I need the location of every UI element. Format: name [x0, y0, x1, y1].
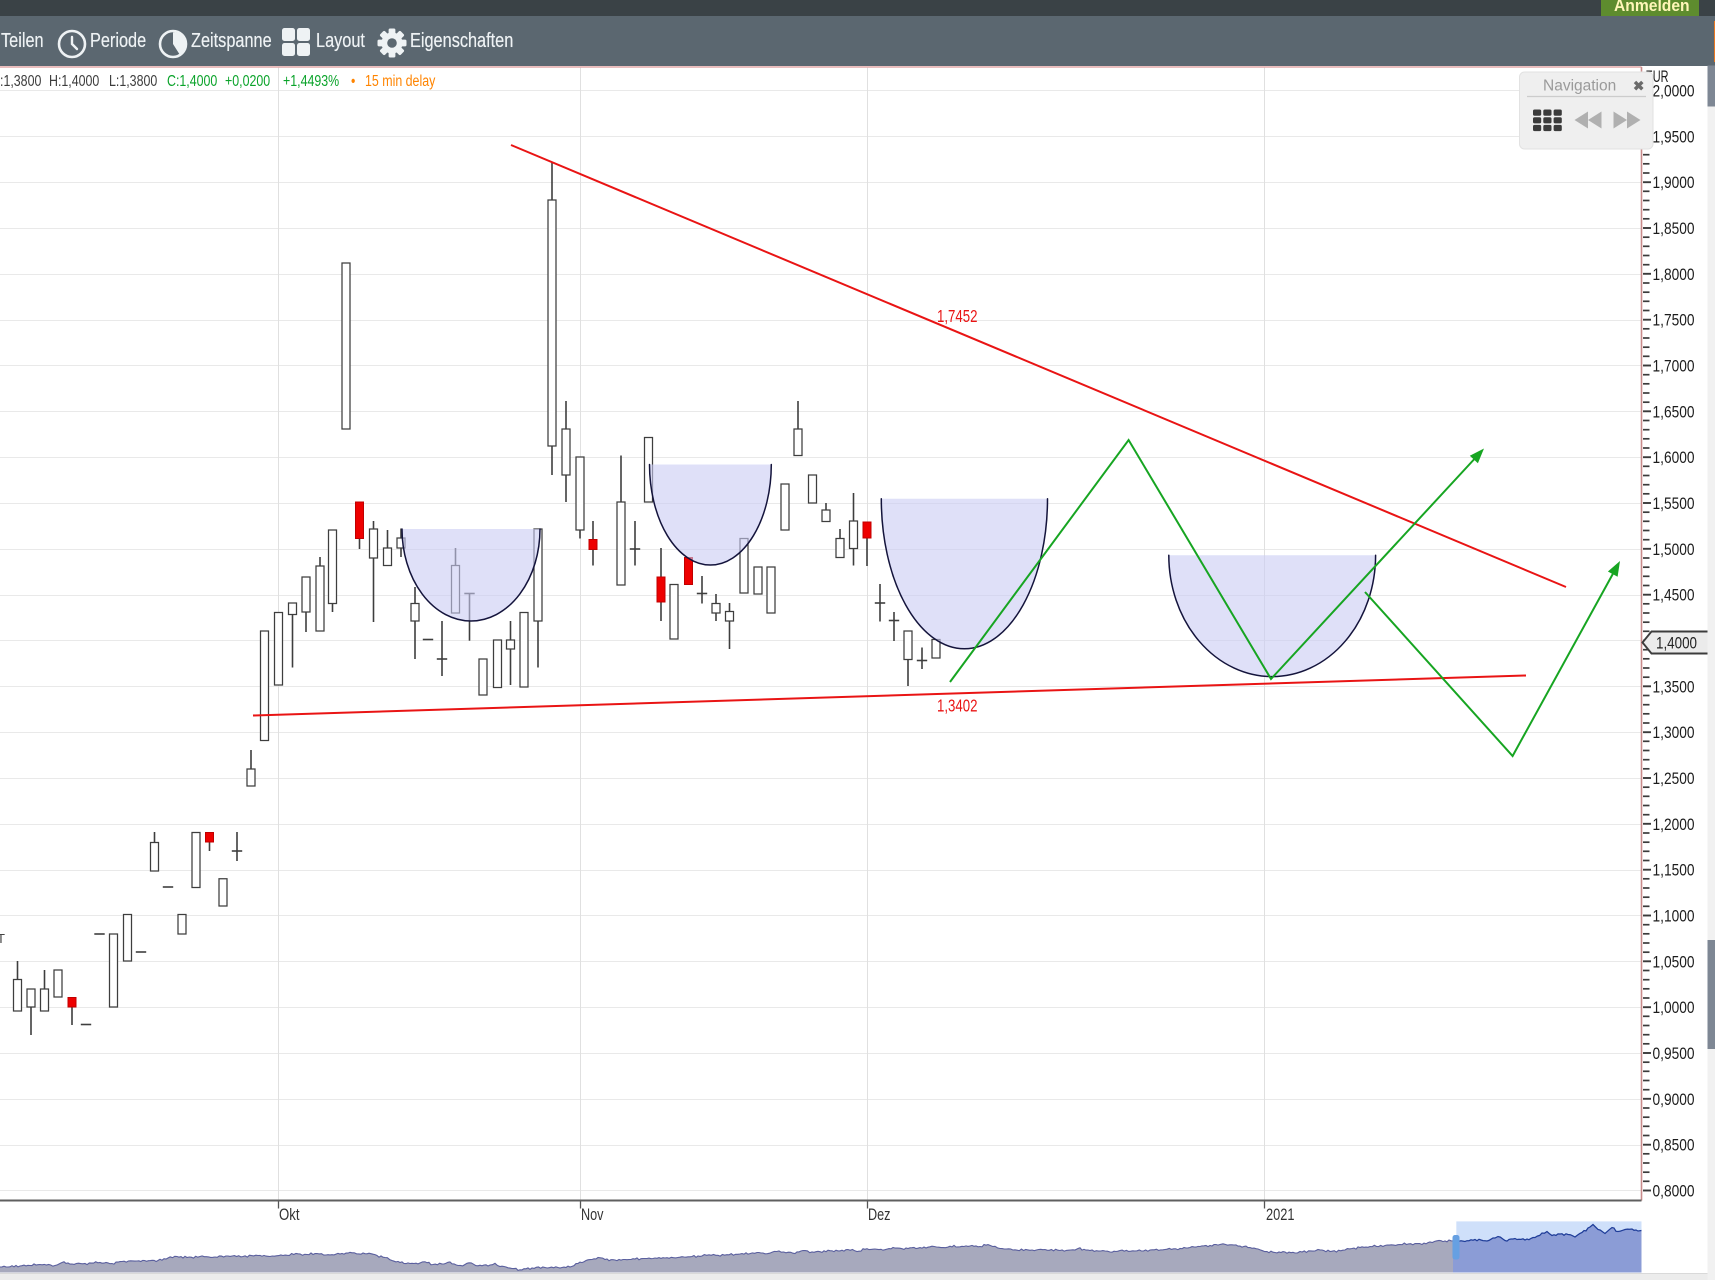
svg-text:Dez: Dez: [868, 1206, 891, 1224]
svg-text:0,8000: 0,8000: [1653, 1182, 1695, 1201]
svg-text:1,9000: 1,9000: [1653, 173, 1695, 192]
svg-text:1,1000: 1,1000: [1653, 907, 1695, 926]
svg-text:1,7500: 1,7500: [1653, 311, 1695, 330]
svg-text:1,5000: 1,5000: [1653, 540, 1695, 559]
svg-text:✖: ✖: [1633, 79, 1644, 94]
svg-text:1,4000: 1,4000: [1656, 634, 1697, 652]
svg-text:1,2500: 1,2500: [1653, 769, 1695, 788]
svg-text:1,6500: 1,6500: [1653, 402, 1695, 421]
svg-text:1,8500: 1,8500: [1653, 219, 1695, 238]
svg-text:Okt: Okt: [279, 1206, 300, 1224]
svg-text:1,3000: 1,3000: [1653, 723, 1695, 742]
svg-text:1,5500: 1,5500: [1653, 494, 1695, 513]
svg-text:1,0000: 1,0000: [1653, 998, 1695, 1017]
svg-text:2,0000: 2,0000: [1653, 82, 1695, 101]
svg-text:1,6000: 1,6000: [1653, 448, 1695, 467]
svg-text:1,9500: 1,9500: [1653, 127, 1695, 146]
svg-text:Navigation: Navigation: [1543, 78, 1616, 95]
svg-text:0,9000: 0,9000: [1653, 1090, 1695, 1109]
svg-text:1,4500: 1,4500: [1653, 586, 1695, 605]
svg-text:1,0500: 1,0500: [1653, 952, 1695, 971]
svg-text:1,8000: 1,8000: [1653, 265, 1695, 284]
svg-text:1,7000: 1,7000: [1653, 357, 1695, 376]
svg-text:1,3500: 1,3500: [1653, 677, 1695, 696]
svg-text:1,2000: 1,2000: [1653, 815, 1695, 834]
svg-text:Nov: Nov: [581, 1206, 604, 1224]
svg-text:0,8500: 0,8500: [1653, 1136, 1695, 1155]
svg-text:T: T: [0, 931, 5, 946]
svg-text:2021: 2021: [1266, 1206, 1295, 1224]
svg-text:0,9500: 0,9500: [1653, 1044, 1695, 1063]
svg-text:1,3402: 1,3402: [937, 696, 978, 716]
svg-text:1,7452: 1,7452: [937, 306, 978, 326]
svg-text:1,1500: 1,1500: [1653, 861, 1695, 880]
